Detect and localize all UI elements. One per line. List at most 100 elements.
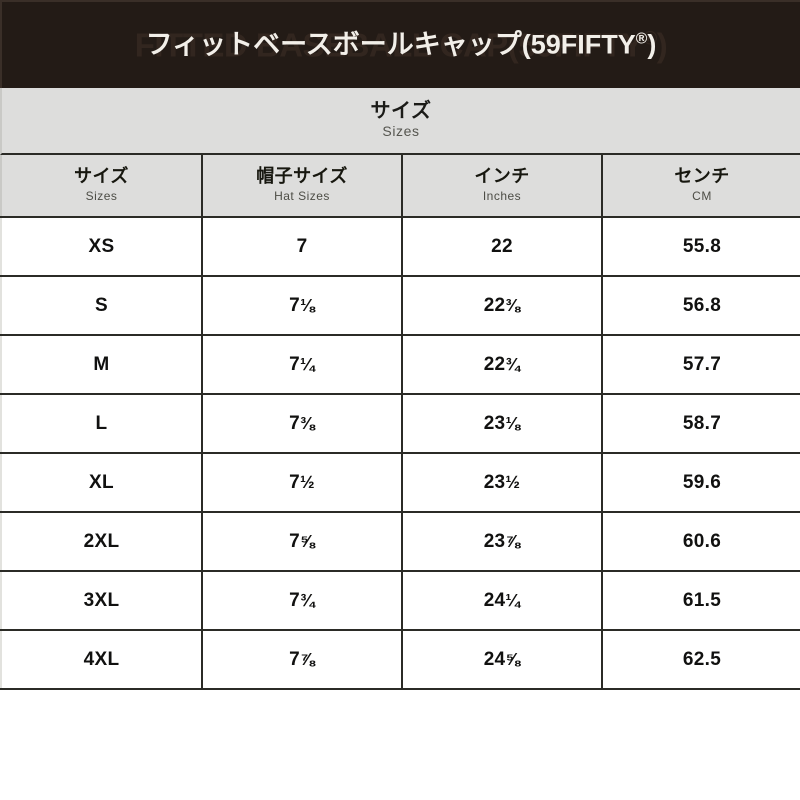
cell-inches: 23⅛ [402, 394, 603, 454]
cell-inches-fraction: ⅞ [505, 530, 521, 551]
table-row: L 7⅜ 23⅛ 58.7 [0, 394, 800, 454]
cell-inches-fraction: ¼ [505, 589, 521, 610]
cell-hat-size-fraction: ⅞ [300, 648, 315, 669]
column-header-cm-jp: センチ [674, 166, 730, 187]
cell-size-value: XS [88, 235, 115, 257]
page-title: フィットベースボールキャップ(59FIFTY®) [145, 29, 657, 60]
ghost-title-suffix: ) [656, 26, 668, 64]
cell-inches: 24¼ [402, 571, 603, 631]
cell-hat-size: 7¾ [202, 571, 403, 631]
cell-hat-size-value: 7 [289, 412, 300, 434]
cell-hat-size: 7⅞ [202, 630, 403, 690]
cell-inches-fraction: ¾ [505, 353, 521, 374]
page-title-prefix: フィットベースボールキャップ(59FIFTY [145, 29, 636, 60]
cell-size: XS [0, 217, 203, 277]
ghost-registered-icon: ® [643, 28, 657, 50]
cell-inches: 22⅜ [402, 276, 603, 336]
cell-size: 2XL [0, 512, 203, 572]
title-band: FITTED BASEBALL CAP(59FIFTY®) フィットベースボール… [0, 0, 800, 88]
table-row: XS 7 22 55.8 [0, 217, 800, 277]
cell-size: 3XL [0, 571, 203, 631]
section-header-label-jp: サイズ [370, 99, 432, 122]
cell-inches-fraction: ½ [505, 471, 521, 492]
cell-cm-value: 62.5 [682, 648, 722, 670]
cell-size: L [0, 394, 203, 454]
cell-cm-value: 56.8 [682, 294, 722, 316]
cell-inches-value: 23 [483, 530, 506, 552]
cell-inches-value: 23 [483, 471, 506, 493]
cell-size-value: S [95, 294, 108, 316]
cell-cm: 61.5 [602, 571, 800, 631]
cell-cm: 56.8 [602, 276, 800, 336]
cell-hat-size-fraction: ¼ [300, 353, 315, 374]
cell-cm: 59.6 [602, 453, 800, 513]
cell-size-value: 2XL [83, 530, 120, 552]
cell-cm-value: 58.7 [682, 412, 722, 434]
cell-inches: 24⅝ [402, 630, 603, 690]
column-header-size-en: Sizes [85, 188, 118, 203]
column-header-inches-en: Inches [482, 188, 522, 203]
cell-inches-value: 23 [483, 412, 506, 434]
cell-cm: 55.8 [602, 217, 800, 277]
column-header-cm-en: CM [692, 188, 712, 203]
cell-hat-size-value: 7 [289, 353, 300, 375]
cell-hat-size-fraction: ⅜ [300, 412, 315, 433]
column-header-cm: センチ CM [602, 155, 800, 218]
page-title-suffix: ) [647, 29, 657, 60]
cell-inches: 23⅞ [402, 512, 603, 572]
cell-size-value: 4XL [83, 648, 120, 670]
size-chart-table: サイズ Sizes 帽子サイズ Hat Sizes インチ Inches センチ… [0, 155, 800, 690]
table-header: サイズ Sizes 帽子サイズ Hat Sizes インチ Inches センチ… [0, 155, 800, 218]
table-row: M 7¼ 22¾ 57.7 [0, 335, 800, 395]
cell-size-value: L [95, 412, 108, 434]
table-row: XL 7 ½ 23½ 59.6 [0, 453, 800, 513]
cell-inches-value: 22 [483, 353, 506, 375]
cell-cm: 62.5 [602, 630, 800, 690]
cell-size: M [0, 335, 203, 395]
cell-size: 4XL [0, 630, 203, 690]
section-header-label-en: Sizes [382, 122, 420, 139]
cell-inches-value: 22 [491, 235, 513, 257]
cell-hat-size-value: 7 [289, 530, 300, 552]
cell-inches: 22 [402, 217, 603, 277]
column-header-hat-size: 帽子サイズ Hat Sizes [202, 155, 403, 218]
section-header-sizes: サイズ Sizes [0, 88, 800, 155]
cell-hat-size-value: 7 [289, 471, 300, 493]
ghost-title-text: FITTED BASEBALL CAP(59FIFTY®) [135, 29, 668, 62]
cell-inches: 22¾ [402, 335, 603, 395]
cell-hat-size: 7⅛ [202, 276, 403, 336]
table-row: 3XL 7¾ 24¼ 61.5 [0, 571, 800, 631]
registered-trademark-icon: ® [635, 30, 648, 48]
table-row: 4XL 7⅞ 24⅝ 62.5 [0, 630, 800, 690]
column-header-inches-jp: インチ [474, 166, 530, 187]
cell-hat-size: 7¼ [202, 335, 403, 395]
table-header-row: サイズ Sizes 帽子サイズ Hat Sizes インチ Inches センチ… [0, 155, 800, 218]
table-body: XS 7 22 55.8 S 7⅛ 22⅜ 56.8 M 7¼ 22¾ 57.7 L 7⅜ 23⅛ 58.7 X… [0, 217, 800, 690]
cell-inches-fraction: ⅝ [505, 648, 521, 669]
column-header-hat-size-en: Hat Sizes [274, 188, 330, 203]
cell-size-value: XL [89, 471, 114, 493]
cell-hat-size: 7 [202, 217, 403, 277]
cell-size: S [0, 276, 203, 336]
cell-cm: 58.7 [602, 394, 800, 454]
cell-cm-value: 61.5 [682, 589, 722, 611]
column-header-inches: インチ Inches [402, 155, 603, 218]
cell-hat-size-value: 7 [296, 235, 308, 257]
cell-inches-fraction: ⅜ [505, 294, 521, 315]
column-header-size-jp: サイズ [74, 166, 129, 187]
cell-cm: 57.7 [602, 335, 800, 395]
cell-cm: 60.6 [602, 512, 800, 572]
cell-inches-value: 22 [483, 294, 506, 316]
cell-size-value: 3XL [83, 589, 120, 611]
table-bottom-spacer [0, 690, 800, 794]
column-header-hat-size-jp: 帽子サイズ [256, 166, 348, 187]
cell-hat-size-fraction: ⅛ [300, 294, 315, 315]
cell-hat-size-fraction: ⅝ [300, 530, 315, 551]
cell-inches: 23½ [402, 453, 603, 513]
cell-inches-value: 24 [483, 648, 506, 670]
cell-cm-value: 59.6 [682, 471, 722, 493]
cell-hat-size-value: 7 [289, 589, 300, 611]
cell-cm-value: 55.8 [682, 235, 722, 257]
cell-size-value: M [93, 353, 110, 375]
